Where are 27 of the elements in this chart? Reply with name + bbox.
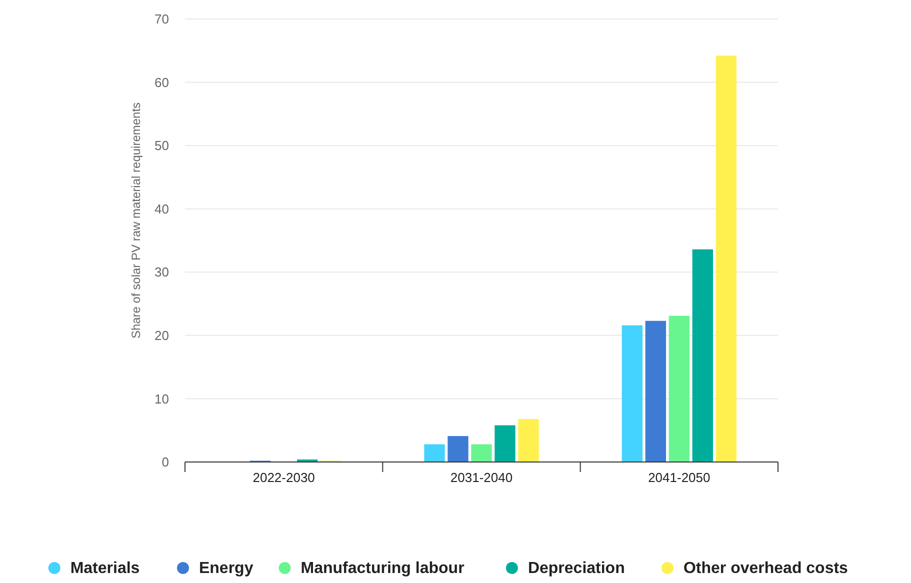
y-axis-title: Share of solar PV raw material requirements xyxy=(129,102,143,339)
bar xyxy=(448,436,468,462)
bar xyxy=(716,56,736,462)
bar xyxy=(424,444,445,462)
y-tick-label: 60 xyxy=(154,74,169,90)
bar xyxy=(471,444,492,462)
x-tick-label: 2041-2050 xyxy=(648,470,710,485)
legend-label: Energy xyxy=(198,560,254,577)
legend-label: Depreciation xyxy=(528,560,625,577)
y-tick-label: 50 xyxy=(154,138,169,154)
x-tick-label: 2022-2030 xyxy=(252,470,315,485)
y-tick-label: 40 xyxy=(154,201,169,216)
x-tick-label: 2031-2040 xyxy=(450,470,513,485)
y-tick-label: 0 xyxy=(162,454,169,470)
y-tick-label: 70 xyxy=(154,12,169,27)
bar xyxy=(622,325,643,462)
y-tick-label: 20 xyxy=(154,328,169,343)
y-tick-label: 10 xyxy=(154,391,169,406)
bar xyxy=(692,249,713,462)
legend-label: Materials xyxy=(70,560,140,577)
bar xyxy=(494,425,516,462)
legend-label: Manufacturing labour xyxy=(300,560,464,577)
y-tick-label: 30 xyxy=(154,264,169,280)
bar xyxy=(645,320,666,462)
bar xyxy=(518,418,539,462)
bar xyxy=(668,316,690,462)
legend-label: Other overhead costs xyxy=(683,560,848,577)
